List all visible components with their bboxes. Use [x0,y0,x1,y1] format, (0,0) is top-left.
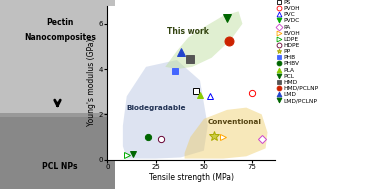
Polygon shape [123,60,208,159]
FancyBboxPatch shape [0,0,115,113]
Text: Pectin: Pectin [46,18,74,27]
Y-axis label: Young's modulus (GPa): Young's modulus (GPa) [87,39,96,126]
Text: This work: This work [167,27,209,36]
Polygon shape [185,108,268,159]
Text: Conventional: Conventional [208,119,262,125]
Legend: PS, PVOH, PVC, PVDC, PA, EVOH, LDPE, HDPE, PP, PHB, PHBV, PLA, PCL, HMD, HMD/PCL: PS, PVOH, PVC, PVDC, PA, EVOH, LDPE, HDP… [277,0,319,103]
FancyBboxPatch shape [0,117,115,189]
Text: Biodegradable: Biodegradable [127,105,186,111]
FancyBboxPatch shape [0,0,115,189]
Text: Nanocomposites: Nanocomposites [24,33,96,42]
Text: PCL NPs: PCL NPs [42,162,78,171]
X-axis label: Tensile strength (MPa): Tensile strength (MPa) [149,173,234,182]
Polygon shape [165,11,242,69]
